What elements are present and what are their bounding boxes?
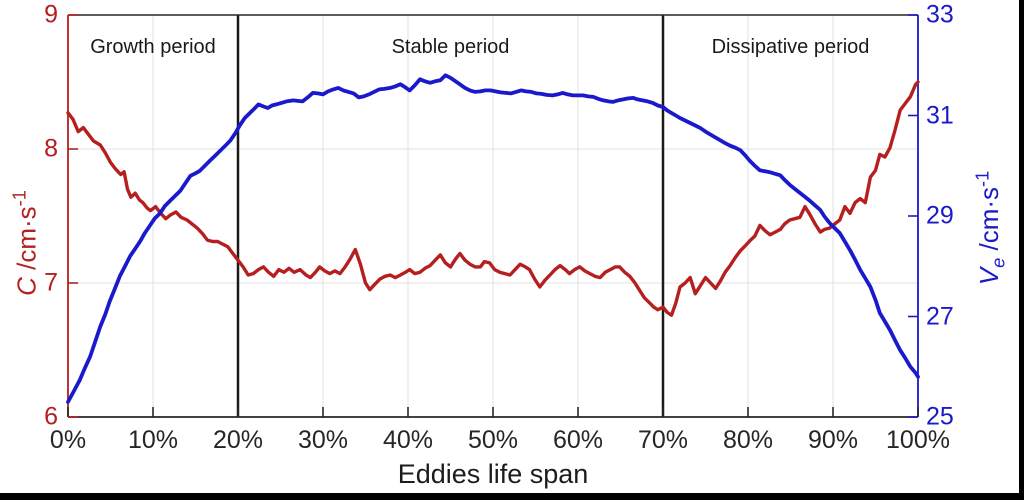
x-tick-label: 20% <box>212 426 264 454</box>
right-tick-label: 25 <box>926 402 954 431</box>
right-tick-label: 31 <box>926 101 954 129</box>
left-axis-unit: /cm·s <box>11 206 42 278</box>
x-tick-label: 100% <box>886 426 950 454</box>
left-tick-label: 7 <box>44 268 58 297</box>
left-y-axis-label: C /cm·s-1 <box>10 190 43 296</box>
window-border-bottom <box>0 493 1024 500</box>
x-tick-label: 50% <box>467 426 519 454</box>
right-axis-exponent: -1 <box>972 170 993 187</box>
annotation-stable-period: Stable period <box>391 36 510 58</box>
x-tick-label: 60% <box>552 426 604 454</box>
series-C <box>66 80 920 317</box>
x-tick-label: 70% <box>637 426 689 454</box>
left-tick-label: 6 <box>44 402 58 431</box>
x-tick-label: 40% <box>382 426 434 454</box>
left-tick-label: 8 <box>44 134 58 163</box>
series-Ve <box>66 73 920 404</box>
x-axis-label: Eddies life span <box>397 459 589 489</box>
window-border-right <box>1019 0 1024 500</box>
left-axis-variable: C <box>11 277 42 296</box>
left-tick-label: 9 <box>44 0 58 29</box>
right-tick-label: 29 <box>926 201 954 230</box>
left-axis-exponent: -1 <box>9 190 30 207</box>
right-tick-label: 27 <box>926 302 954 330</box>
right-axis-subscript: e <box>988 257 1009 268</box>
annotation-growth-period: Growth period <box>90 36 216 58</box>
x-tick-label: 90% <box>807 426 859 454</box>
x-tick-label: 80% <box>722 426 774 454</box>
x-tick-label: 0% <box>49 426 87 454</box>
x-tick-label: 30% <box>297 426 349 454</box>
right-axis-variable: V <box>974 267 1005 286</box>
annotation-dissipative-period: Dissipative period <box>711 36 870 58</box>
right-y-axis-label: Ve /cm·s-1 <box>973 171 1010 285</box>
right-axis-unit: /cm·s <box>974 186 1005 258</box>
x-tick-label: 10% <box>127 426 179 454</box>
right-tick-label: 33 <box>926 0 954 29</box>
